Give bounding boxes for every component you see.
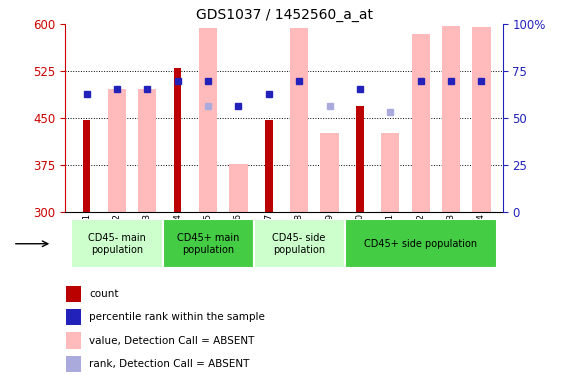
Bar: [108, 89, 126, 212]
Bar: [162, 219, 254, 268]
Text: CD45+ main
population: CD45+ main population: [177, 233, 239, 255]
Text: CD45- main
population: CD45- main population: [88, 233, 146, 255]
Text: value, Detection Call = ABSENT: value, Detection Call = ABSENT: [89, 336, 254, 346]
Text: CD45- side
population: CD45- side population: [273, 233, 326, 255]
Text: CD45+ side population: CD45+ side population: [364, 239, 477, 249]
Bar: [412, 34, 430, 212]
Bar: [66, 286, 81, 302]
Bar: [356, 106, 364, 212]
Bar: [473, 27, 491, 212]
Bar: [381, 132, 399, 212]
Bar: [72, 219, 162, 268]
Bar: [442, 26, 460, 212]
Bar: [83, 120, 90, 212]
Bar: [199, 28, 217, 212]
Bar: [265, 120, 273, 212]
Text: count: count: [89, 289, 118, 299]
Title: GDS1037 / 1452560_a_at: GDS1037 / 1452560_a_at: [195, 8, 373, 22]
Bar: [66, 356, 81, 372]
Text: percentile rank within the sample: percentile rank within the sample: [89, 312, 265, 322]
Bar: [138, 89, 156, 212]
Bar: [229, 164, 248, 212]
Bar: [66, 333, 81, 349]
Bar: [174, 68, 182, 212]
Bar: [66, 309, 81, 326]
Bar: [320, 132, 339, 212]
Text: rank, Detection Call = ABSENT: rank, Detection Call = ABSENT: [89, 359, 249, 369]
Bar: [254, 219, 345, 268]
Bar: [345, 219, 496, 268]
Bar: [290, 28, 308, 212]
